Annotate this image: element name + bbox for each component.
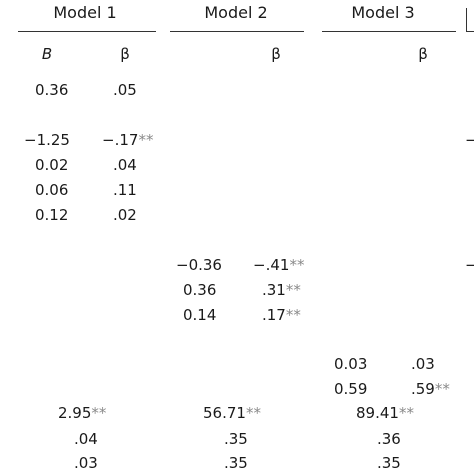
model-1-header-rule — [18, 31, 156, 32]
model-3-row-2-b: 0.59 — [334, 380, 368, 398]
model-2-row-1-beta: −.41** — [253, 256, 305, 274]
model-1-header: Model 1 — [53, 3, 117, 22]
model-3-header-rule — [322, 31, 456, 32]
significance-stars: ** — [91, 404, 107, 422]
model-2-row-2-b: 0.36 — [183, 281, 217, 299]
model-2-r-squared: .35 — [224, 430, 248, 448]
model-2-beta-subheader: β — [271, 45, 281, 63]
model-1-f-stat: 2.95** — [58, 404, 107, 422]
significance-stars: ** — [138, 131, 154, 149]
model-1-row-5-beta: .02 — [113, 206, 137, 224]
model-2-row-2-beta: .31** — [262, 281, 301, 299]
model-3-beta-subheader: β — [418, 45, 428, 63]
model-2-row-3-b: 0.14 — [183, 306, 217, 324]
model-1-row-3-beta: .04 — [113, 156, 137, 174]
model-1-row-3-b: 0.02 — [35, 156, 69, 174]
model-2-f-stat: 56.71** — [203, 404, 261, 422]
model-1-beta-subheader: β — [120, 45, 130, 63]
model-3-f-stat: 89.41** — [356, 404, 414, 422]
significance-stars: ** — [245, 404, 261, 422]
significance-stars: ** — [289, 256, 305, 274]
model-1-row-4-beta: .11 — [113, 181, 137, 199]
model-1-row-4-b: 0.06 — [35, 181, 69, 199]
model-1-row-5-b: 0.12 — [35, 206, 69, 224]
model-1-row-2-b: −1.25 — [24, 131, 70, 149]
model-3-row-2-beta: .59** — [411, 380, 450, 398]
model-1-row-1-b: 0.36 — [35, 81, 69, 99]
model-2-header: Model 2 — [204, 3, 268, 22]
significance-stars: ** — [285, 306, 301, 324]
model-1-r-squared: .04 — [74, 430, 98, 448]
model-3-r-squared: .36 — [377, 430, 401, 448]
model-1-row-1-beta: .05 — [113, 81, 137, 99]
model-4-row-2-partial: − — [465, 131, 474, 149]
model-3-row-1-beta: .03 — [411, 355, 435, 373]
model-2-row-1-b: −0.36 — [176, 256, 222, 274]
model-3-adj-r-squared: .35 — [377, 454, 401, 472]
model-2-header-rule — [170, 31, 304, 32]
model-1-adj-r-squared: .03 — [74, 454, 98, 472]
model-4-row-6-partial: − — [465, 256, 474, 274]
model-2-row-3-beta: .17** — [262, 306, 301, 324]
significance-stars: ** — [434, 380, 450, 398]
model-3-header: Model 3 — [351, 3, 415, 22]
significance-stars: ** — [398, 404, 414, 422]
model-1-row-2-beta: −.17** — [102, 131, 154, 149]
model-3-row-1-b: 0.03 — [334, 355, 368, 373]
model-2-adj-r-squared: .35 — [224, 454, 248, 472]
model-4-header-edge — [466, 8, 467, 31]
significance-stars: ** — [285, 281, 301, 299]
model-1-b-subheader: B — [41, 45, 53, 63]
model-4-header-rule-edge — [466, 31, 474, 32]
